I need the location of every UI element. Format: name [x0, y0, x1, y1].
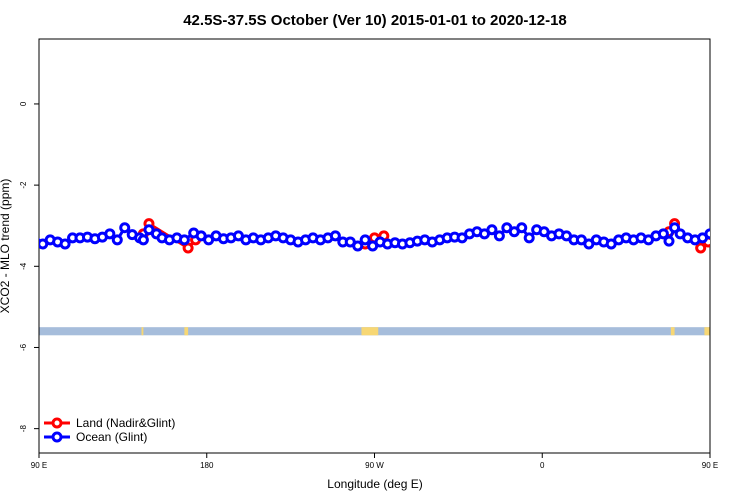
ocean-point [352, 240, 364, 252]
surface-band-land [670, 327, 675, 336]
surface-band-land [704, 327, 710, 336]
ocean-point [39, 237, 41, 246]
legend-item: Land (Nadir&Glint) [44, 416, 175, 430]
ocean-point [493, 230, 505, 242]
legend-marker [51, 417, 63, 429]
legend-item: Ocean (Glint) [44, 430, 147, 444]
y-tick-label: -8 [19, 425, 28, 433]
x-axis-label: Longitude (deg E) [327, 477, 422, 491]
surface-band-land [361, 327, 379, 336]
ocean-point [329, 230, 341, 242]
x-axis: 90 E 180 90 W 0 90 E [31, 453, 718, 470]
ocean-point [359, 234, 371, 246]
y-tick-label: -6 [19, 343, 28, 351]
ocean-series [39, 222, 710, 252]
ocean-point [111, 234, 123, 246]
ocean-point [663, 235, 675, 247]
x-tick-label: 90 E [31, 461, 47, 470]
series-layer [39, 218, 710, 254]
y-tick-label: -4 [19, 262, 28, 270]
land-point [182, 242, 194, 254]
x-tick-label: 90 E [702, 461, 718, 470]
legend-marker [51, 431, 63, 443]
ocean-point [137, 234, 149, 246]
y-tick-label: 0 [19, 101, 28, 106]
y-tick-label: -2 [19, 181, 28, 189]
ocean-point [704, 228, 710, 240]
y-axis: 0 -2 -4 -6 -8 [19, 101, 39, 432]
x-tick-label: 0 [540, 461, 545, 470]
ocean-point [657, 228, 669, 240]
series-area [39, 218, 710, 254]
surface-band-land [184, 327, 189, 336]
y-axis-label: XCO2 - MLO trend (ppm) [0, 179, 12, 314]
ocean-point [178, 234, 190, 246]
surface-band [39, 327, 710, 336]
surface-band-land [141, 327, 144, 336]
ocean-point [523, 232, 535, 244]
x-tick-label: 90 W [365, 461, 384, 470]
legend-label: Land (Nadir&Glint) [76, 416, 175, 430]
x-tick-label: 180 [200, 461, 214, 470]
legend: Land (Nadir&Glint)Ocean (Glint) [44, 416, 175, 444]
chart-title: 42.5S-37.5S October (Ver 10) 2015-01-01 … [183, 12, 567, 29]
ocean-point [516, 222, 528, 234]
ocean-point [104, 228, 116, 240]
legend-label: Ocean (Glint) [76, 430, 147, 444]
ocean-point [486, 224, 498, 236]
ocean-point [119, 222, 131, 234]
land-point [695, 242, 707, 254]
ocean-point [59, 238, 71, 250]
